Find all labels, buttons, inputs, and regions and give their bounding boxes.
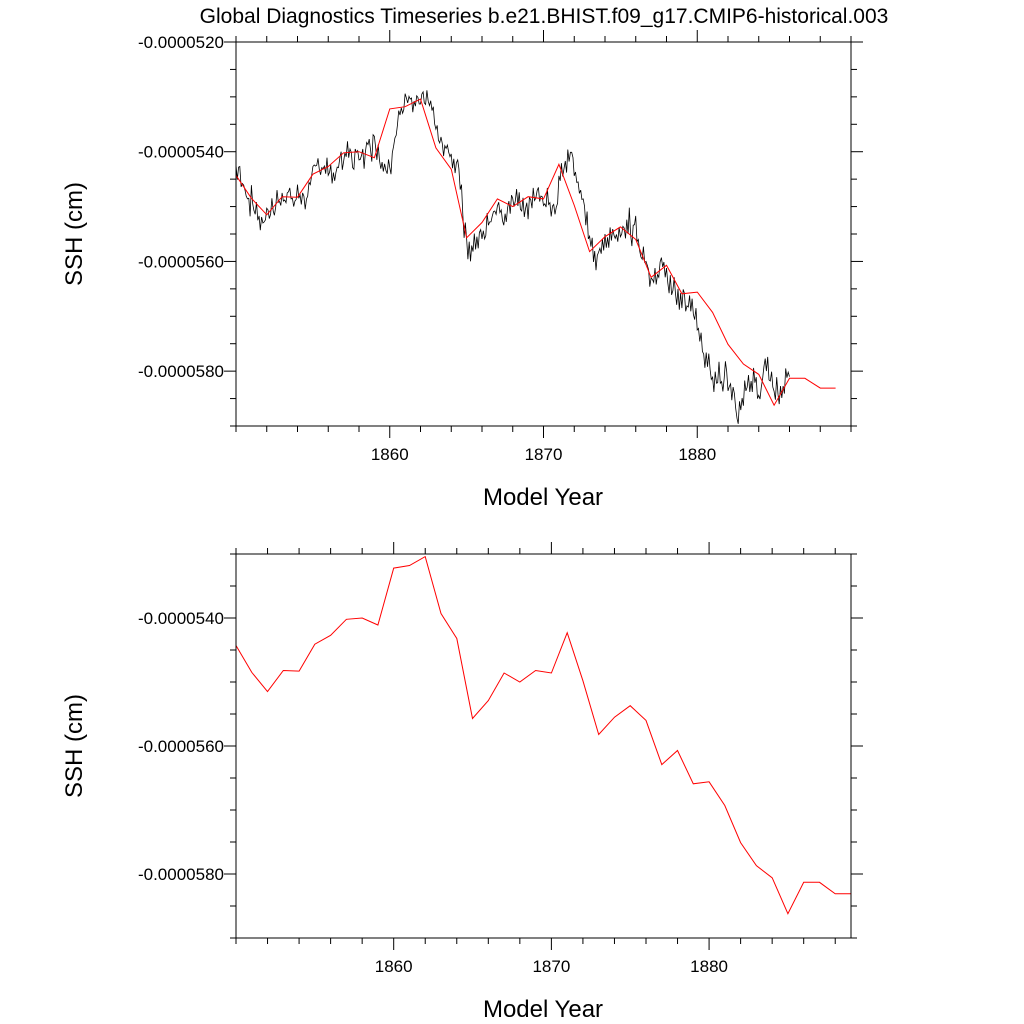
monthly-ssh-line: [235, 90, 790, 424]
top-y-axis-label: SSH (cm): [61, 182, 88, 286]
top-y-tick-labels: -0.0000520 -0.0000540 -0.0000560 -0.0000580: [138, 33, 224, 381]
x-tick-label: 1870: [525, 445, 563, 464]
figure-title: Global Diagnostics Timeseries b.e21.BHIS…: [200, 5, 889, 28]
top-series-group: [235, 90, 836, 424]
bottom-panel: 1860 1870 1880 -0.0000540-0.0000560-0.0000…: [61, 542, 863, 1023]
x-tick-label: 1860: [371, 445, 409, 464]
x-tick-label: 1880: [690, 957, 728, 976]
top-ticks: [224, 30, 863, 438]
bottom-x-tick-labels: 1860 1870 1880: [375, 957, 728, 976]
y-tick-label: -0.0000580: [138, 865, 224, 884]
y-tick-label: -0.0000560: [138, 252, 224, 271]
bottom-y-tick-labels: -0.0000540 -0.0000560 -0.0000580: [138, 609, 224, 884]
top-panel: 1860 1870 1880 -0.0000520-0.0000540-0.0000…: [61, 30, 863, 511]
bottom-plot-frame: [235, 553, 852, 939]
bottom-x-axis-label: Model Year: [483, 996, 603, 1023]
y-tick-label: -0.0000580: [138, 362, 224, 381]
y-tick-label: -0.0000520: [138, 33, 224, 52]
annual-mean-ssh-line: [235, 98, 836, 407]
x-tick-label: 1880: [678, 445, 716, 464]
y-tick-label: -0.0000540: [138, 609, 224, 628]
top-x-axis-label: Model Year: [483, 484, 603, 511]
y-tick-label: -0.0000540: [138, 143, 224, 162]
bottom-y-axis-label: SSH (cm): [61, 694, 88, 798]
bottom-series-group: [235, 555, 851, 915]
x-tick-label: 1870: [532, 957, 570, 976]
x-tick-label: 1860: [375, 957, 413, 976]
bottom-ticks: [224, 542, 863, 950]
top-plot-frame: [235, 41, 852, 427]
annual-mean-ssh-line: [235, 555, 851, 915]
top-x-tick-labels: 1860 1870 1880: [371, 445, 716, 464]
y-tick-label: -0.0000560: [138, 737, 224, 756]
